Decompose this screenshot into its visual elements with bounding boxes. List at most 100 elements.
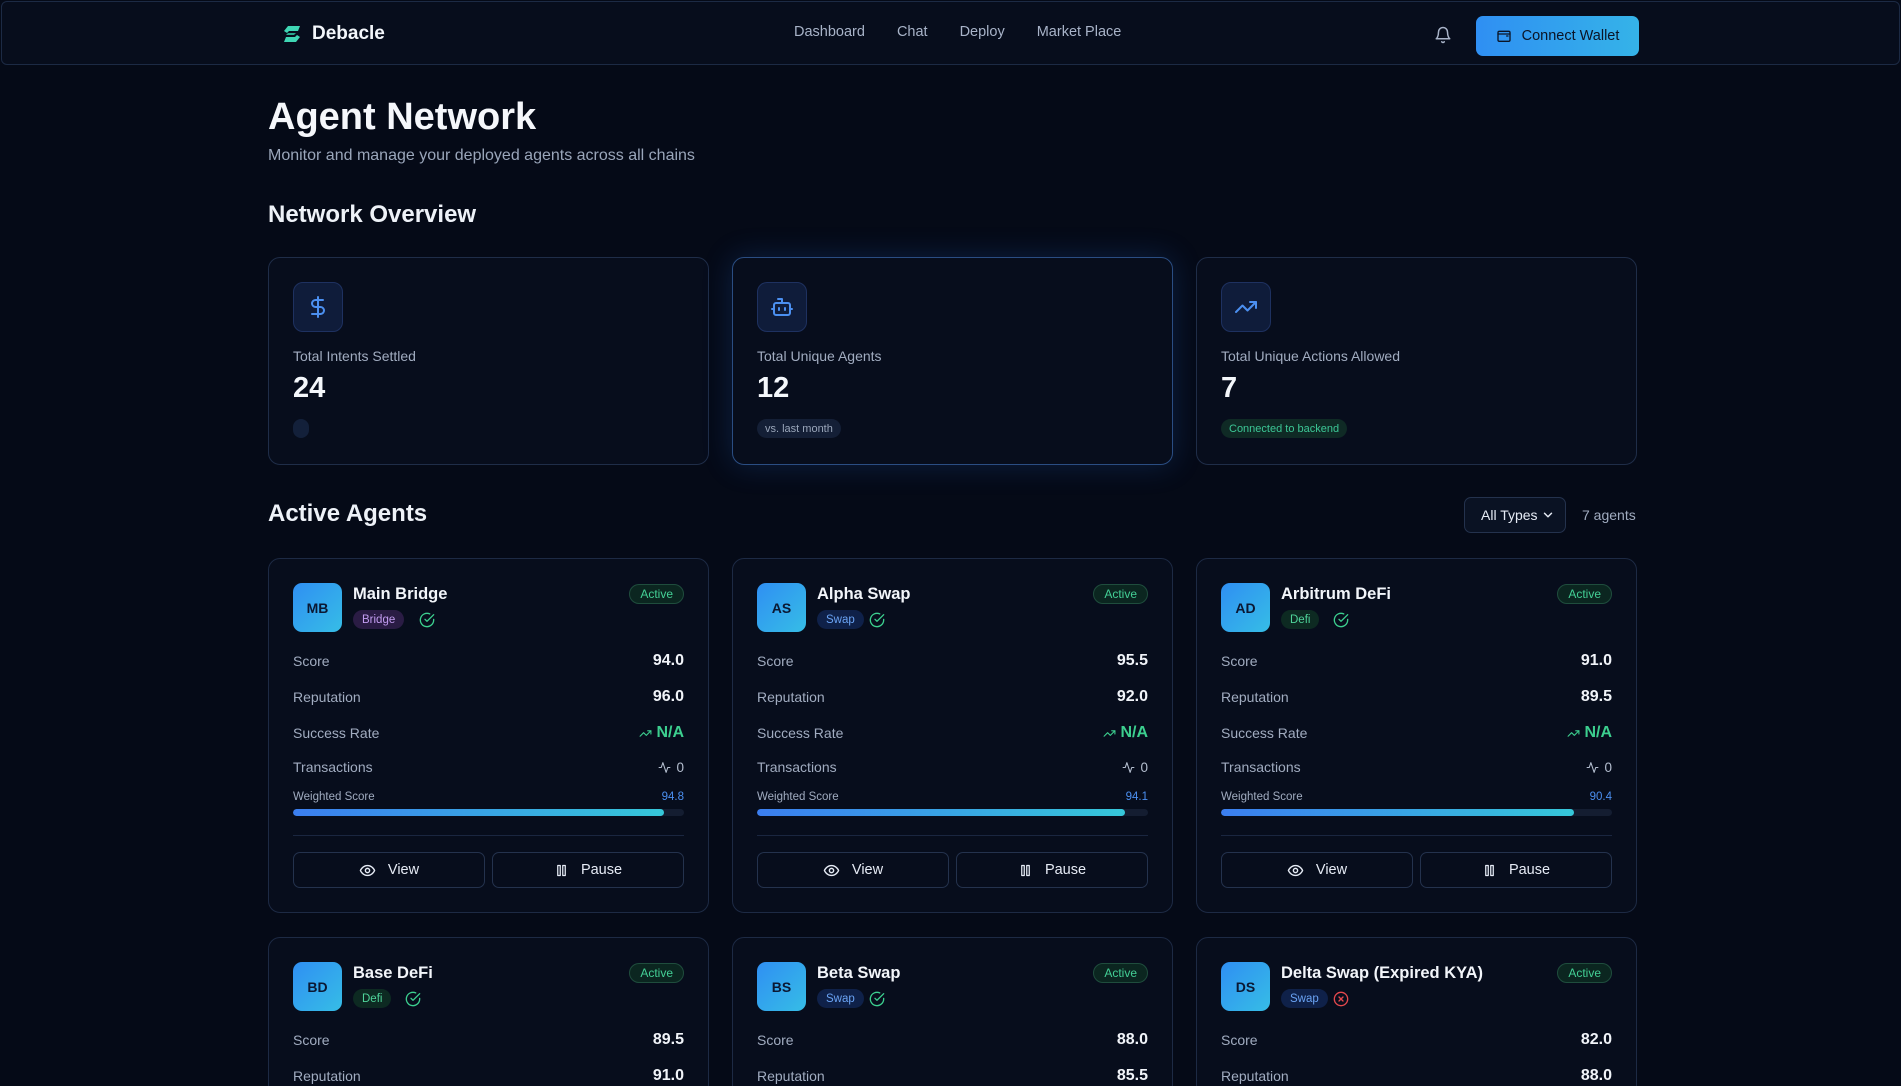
status-badge: Active [1093, 963, 1148, 983]
success-rate-label: Success Rate [1221, 725, 1308, 741]
view-button[interactable]: View [1221, 852, 1413, 888]
score-label: Score [757, 1032, 794, 1048]
agent-card: AS Alpha Swap Swap Active Score 95.5 Rep… [732, 558, 1173, 913]
nav-deploy[interactable]: Deploy [959, 24, 1005, 40]
verified-check-icon [406, 991, 421, 1007]
transactions-row: Transactions 0 [293, 757, 684, 777]
score-value: 88.0 [1116, 1031, 1148, 1048]
logo-icon [284, 26, 300, 42]
bell-icon[interactable] [1434, 26, 1452, 44]
score-row: Score 91.0 [1221, 651, 1612, 671]
agent-avatar: AS [757, 583, 806, 632]
reputation-row: Reputation 92.0 [757, 687, 1148, 707]
weighted-score-bar [293, 809, 684, 816]
pause-label: Pause [1044, 862, 1087, 878]
agent-card: DS Delta Swap (Expired KYA) Swap Active … [1196, 937, 1637, 1086]
agent-card: BS Beta Swap Swap Active Score 88.0 Repu… [732, 937, 1173, 1086]
reputation-value: 88.0 [1580, 1067, 1612, 1084]
agent-name: Arbitrum DeFi [1281, 585, 1392, 603]
view-label: View [1315, 862, 1348, 878]
agent-type-badge: Bridge [353, 610, 405, 629]
success-rate-label: Success Rate [293, 725, 380, 741]
pause-button[interactable]: Pause [956, 852, 1148, 888]
reputation-value: 91.0 [652, 1067, 684, 1084]
score-label: Score [293, 653, 330, 669]
score-row: Score 88.0 [757, 1030, 1148, 1050]
stat-value: 24 [293, 372, 326, 404]
nav-dashboard[interactable]: Dashboard [794, 24, 865, 40]
weighted-score-bar [757, 809, 1148, 816]
activity-icon [1587, 761, 1599, 773]
chevron-down-icon [1543, 512, 1553, 518]
weighted-score-fill [757, 809, 1125, 816]
weighted-score-fill [1221, 809, 1575, 816]
reputation-value: 89.5 [1580, 688, 1612, 705]
reputation-label: Reputation [1221, 689, 1289, 705]
success-rate-value: N/A [656, 724, 684, 741]
eye-icon [359, 864, 376, 876]
verified-check-icon [870, 991, 885, 1007]
trending-up-icon [1567, 729, 1580, 737]
score-row: Score 82.0 [1221, 1030, 1612, 1050]
stat-value: 12 [757, 372, 790, 404]
agent-card: BD Base DeFi Defi Active Score 89.5 Repu… [268, 937, 709, 1086]
success-rate-row: Success Rate N/A [293, 723, 684, 743]
transactions-value: 0 [1604, 759, 1612, 775]
stat-card-actions: Total Unique Actions Allowed 7 Connected… [1196, 257, 1637, 465]
trending-up-icon [1235, 301, 1257, 313]
pause-button[interactable]: Pause [1420, 852, 1612, 888]
success-rate-value: N/A [1120, 724, 1148, 741]
brand-logo[interactable]: Debacle [280, 22, 385, 46]
view-button[interactable]: View [757, 852, 949, 888]
pause-label: Pause [1508, 862, 1551, 878]
stat-label: Total Unique Actions Allowed [1221, 348, 1400, 364]
score-row: Score 89.5 [293, 1030, 684, 1050]
score-value: 95.5 [1116, 652, 1148, 669]
transactions-row: Transactions 0 [1221, 757, 1612, 777]
reputation-row: Reputation 96.0 [293, 687, 684, 707]
eye-icon [1287, 864, 1304, 876]
status-badge: Active [1557, 963, 1612, 983]
reputation-row: Reputation 89.5 [1221, 687, 1612, 707]
trending-up-icon [639, 729, 652, 737]
transactions-value: 0 [1140, 759, 1148, 775]
agent-name: Main Bridge [353, 585, 448, 603]
card-divider [757, 835, 1148, 836]
success-rate-row: Success Rate N/A [757, 723, 1148, 743]
pause-icon [1021, 864, 1030, 876]
nav-chat[interactable]: Chat [896, 24, 928, 40]
card-divider [293, 835, 684, 836]
agent-avatar: AD [1221, 583, 1270, 632]
dollar-icon [311, 296, 325, 318]
verified-check-icon [419, 612, 434, 628]
reputation-label: Reputation [757, 689, 825, 705]
brand-name: Debacle [312, 23, 385, 44]
nav-market-place[interactable]: Market Place [1036, 24, 1122, 40]
stat-value: 7 [1221, 372, 1238, 404]
weighted-score-bar [1221, 809, 1612, 816]
reputation-row: Reputation 91.0 [293, 1066, 684, 1086]
trending-up-icon [1103, 729, 1116, 737]
agent-type-badge: Swap [1281, 989, 1328, 1008]
score-label: Score [293, 1032, 330, 1048]
weighted-score-fill [293, 809, 664, 816]
connect-wallet-button[interactable]: Connect Wallet [1476, 16, 1639, 56]
agent-name: Alpha Swap [817, 585, 911, 603]
reputation-label: Reputation [293, 689, 361, 705]
reputation-label: Reputation [1221, 1068, 1289, 1084]
reputation-value: 92.0 [1116, 688, 1148, 705]
reputation-label: Reputation [757, 1068, 825, 1084]
eye-icon [823, 864, 840, 876]
view-button[interactable]: View [293, 852, 485, 888]
agent-type-select[interactable]: All Types [1464, 497, 1566, 533]
score-row: Score 94.0 [293, 651, 684, 671]
pause-icon [1485, 864, 1494, 876]
activity-icon [659, 761, 671, 773]
network-overview-title: Network Overview [268, 201, 477, 228]
transactions-label: Transactions [293, 759, 373, 775]
score-label: Score [1221, 1032, 1258, 1048]
agent-type-badge: Swap [817, 989, 864, 1008]
pause-icon [557, 864, 566, 876]
pause-button[interactable]: Pause [492, 852, 684, 888]
score-label: Score [757, 653, 794, 669]
